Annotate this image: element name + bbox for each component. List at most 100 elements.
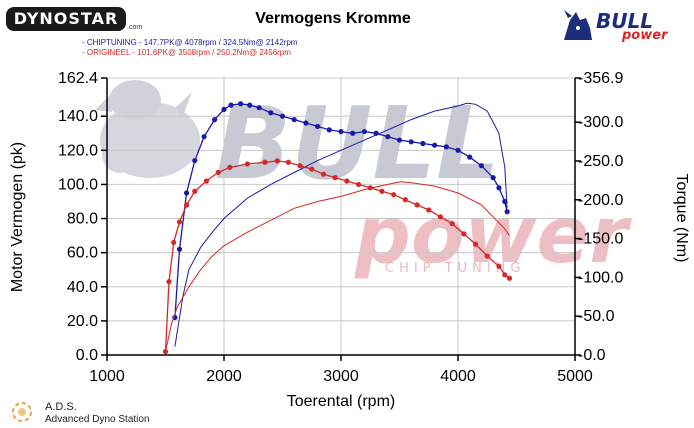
left-tick-label: 0.0 <box>76 347 98 364</box>
series-chiptuning-torque-point <box>350 130 356 136</box>
series-origineel-torque-point <box>379 188 385 194</box>
series-origineel-torque-point <box>332 175 338 181</box>
left-tick-label: 140.0 <box>58 108 98 125</box>
series-chiptuning-torque-point <box>496 185 502 191</box>
series-origineel-torque-point <box>215 169 221 176</box>
series-chiptuning-torque-point <box>420 140 426 147</box>
series-origineel-torque-point <box>244 161 250 167</box>
series-origineel-torque-point <box>192 188 198 194</box>
right-tick-label: -250.0 <box>578 153 623 170</box>
dynostar-logo-text: DYNOSTAR <box>13 9 119 28</box>
series-chiptuning-torque-point <box>432 142 438 148</box>
dynostar-logo: DYNOSTAR <box>6 7 126 31</box>
right-tick-label: -300.0 <box>578 114 623 131</box>
dynostar-logo-suffix: .com <box>127 24 143 31</box>
series-chiptuning-torque-point <box>201 134 207 140</box>
series-chiptuning-torque-point <box>212 117 218 123</box>
ads-logo <box>12 402 32 422</box>
x-tick-label: 2000 <box>206 368 242 385</box>
series-chiptuning-torque-point <box>183 190 190 196</box>
x-tick-label: 3000 <box>323 368 359 385</box>
series-chiptuning-power-line <box>174 102 508 347</box>
series-origineel-torque-point <box>176 219 183 225</box>
series-chiptuning-torque-point <box>490 175 496 181</box>
series-chiptuning-torque-point <box>504 209 510 215</box>
series-origineel-torque-point <box>166 279 172 285</box>
series-chiptuning-torque-point <box>192 157 198 164</box>
series-origineel-torque-point <box>344 178 350 184</box>
series-chiptuning-torque-point <box>467 154 473 160</box>
series-chiptuning-torque-point <box>176 246 183 252</box>
series-chiptuning-torque-point <box>256 105 262 111</box>
left-tick-label: 100.0 <box>58 176 98 193</box>
y-axis-label-right: Torque (Nm) <box>673 174 690 263</box>
bull-head-icon <box>564 10 592 40</box>
left-tick-label: 60.0 <box>67 245 98 262</box>
ads-swirl-icon <box>12 402 32 422</box>
series-chiptuning-torque-point <box>228 102 234 108</box>
series-chiptuning-torque-point <box>455 147 461 153</box>
ads-title: A.D.S. <box>45 401 77 413</box>
series-chiptuning-torque-point <box>315 123 321 130</box>
legend-origineel: - ORIGINEEL - 101.6PK@ 3508rpm / 250.2Nm… <box>82 48 291 57</box>
series-chiptuning-torque-point <box>408 139 414 145</box>
series-origineel-torque-point <box>309 166 315 172</box>
series-chiptuning-torque-point <box>326 127 332 133</box>
series-chiptuning-torque-point <box>221 106 227 112</box>
watermark-chip-tuning: CHIP TUNING <box>385 261 525 276</box>
series-chiptuning-torque-point <box>396 137 403 143</box>
series-origineel-torque-point <box>426 207 432 213</box>
y-axis-label-left: Motor Vermogen (pk) <box>9 142 26 292</box>
bull-logo-text: BULL <box>596 9 653 33</box>
left-tick-label: 120.0 <box>58 142 98 159</box>
series-origineel-torque-point <box>402 197 408 203</box>
series-chiptuning-torque-point <box>238 101 244 107</box>
ads-subtitle: Advanced Dyno Station <box>45 414 150 425</box>
power-logo-text: power <box>622 28 668 43</box>
right-tick-label: -100.0 <box>578 269 623 286</box>
series-chiptuning-torque-point <box>361 128 367 135</box>
series-origineel-torque-point <box>437 214 444 220</box>
series-origineel-torque-point <box>496 263 502 269</box>
right-tick-label: -0.0 <box>578 347 606 364</box>
watermark: BULL power CHIP TUNING <box>95 80 632 281</box>
series-chiptuning-torque-point <box>478 163 484 169</box>
chart-title: Vermogens Kromme <box>255 10 411 27</box>
right-tick-label: -50.0 <box>578 308 615 325</box>
left-tick-label: 162.4 <box>58 70 98 87</box>
series-origineel-torque-point <box>506 275 513 281</box>
bull-silhouette-icon <box>95 80 200 178</box>
series-chiptuning-torque-point <box>443 144 449 150</box>
legend-chiptuning: - CHIPTUNING - 147.7PK@ 4078rpm / 324.5N… <box>82 38 298 47</box>
series-group <box>162 101 513 355</box>
series-chiptuning-torque-point <box>291 117 297 123</box>
series-chiptuning-torque-point <box>268 110 274 116</box>
series-chiptuning-torque-point <box>385 134 391 140</box>
series-origineel-torque-point <box>502 272 508 278</box>
series-origineel-power-line <box>165 181 510 352</box>
x-tick-label: 5000 <box>557 368 593 385</box>
series-origineel-torque-point <box>203 178 210 184</box>
series-origineel-torque-point <box>461 231 467 237</box>
series-origineel-torque-point <box>484 253 490 259</box>
x-tick-label: 1000 <box>89 368 125 385</box>
series-origineel-torque-point <box>274 158 280 164</box>
series-chiptuning-torque-point <box>279 113 286 119</box>
bull-power-logo <box>564 10 592 40</box>
series-origineel-torque-point <box>297 163 303 169</box>
watermark-power: power <box>354 191 632 281</box>
x-axis-label: Toerental (rpm) <box>287 393 395 410</box>
series-chiptuning-torque-point <box>247 102 253 108</box>
right-tick-label: -200.0 <box>578 192 623 209</box>
series-origineel-torque-point <box>391 192 397 198</box>
series-chiptuning-torque-point <box>502 198 508 205</box>
left-tick-label: 20.0 <box>67 313 98 330</box>
series-origineel-torque-point <box>449 221 455 227</box>
right-tick-label: -356.9 <box>578 70 623 87</box>
left-axis-ticks: 0.0 20.0 40.0 60.0 80.0 100.0 120.0 140.0 162.4 <box>58 70 107 364</box>
right-tick-label: -150.0 <box>578 231 623 248</box>
series-origineel-torque-point <box>171 239 177 246</box>
series-origineel-torque-point <box>183 202 190 208</box>
x-axis-ticks: 1000 2000 3000 4000 5000 <box>89 355 593 385</box>
